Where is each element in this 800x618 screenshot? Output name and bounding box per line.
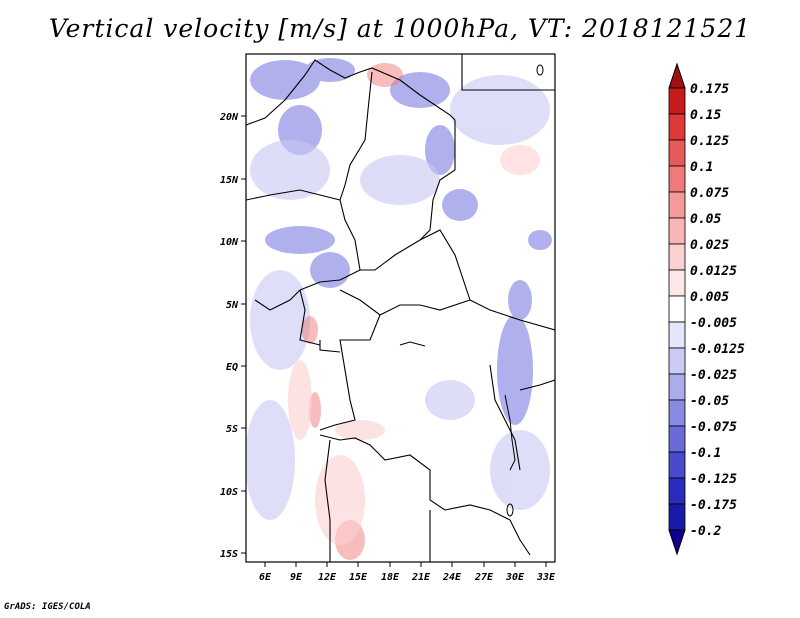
- lat-label: 5S: [226, 424, 238, 435]
- lon-label: 33E: [536, 572, 556, 583]
- map-frame: [245, 53, 556, 563]
- colorbar-swatch: [668, 477, 686, 505]
- colorbar-swatch: [668, 139, 686, 167]
- lon-label: 9E: [290, 572, 303, 583]
- lat-label: 10S: [220, 487, 238, 498]
- velocity-field: [246, 58, 552, 560]
- colorbar-label: -0.005: [690, 316, 737, 331]
- colorbar-swatch: [668, 295, 686, 323]
- colorbar-label: -0.1: [690, 446, 721, 461]
- lon-label: 27E: [474, 572, 494, 583]
- colorbar-swatch: [668, 269, 686, 297]
- colorbar-swatch: [668, 503, 686, 531]
- colorbar-label: 0.125: [690, 134, 729, 149]
- colorbar: 0.175 0.15 0.125 0.1 0.075 0.05 0.025 0.0125 0.0…: [668, 62, 745, 556]
- colorbar-label: -0.125: [690, 472, 737, 487]
- colorbar-top-arrow: [668, 62, 686, 89]
- lake-outlines: [399, 64, 544, 517]
- lon-label: 6E: [259, 572, 272, 583]
- colorbar-swatch: [668, 217, 686, 245]
- lon-label: 12E: [318, 572, 337, 583]
- colorbar-swatch: [668, 373, 686, 401]
- longitude-labels: 6E 9E 12E 15E 18E 21E 24E 27E 30E 33E: [259, 572, 556, 583]
- colorbar-label: 0.0125: [690, 264, 737, 279]
- colorbar-label: 0.1: [690, 160, 713, 175]
- lon-label: 15E: [349, 572, 368, 583]
- colorbar-swatch: [668, 87, 686, 115]
- colorbar-label: 0.175: [690, 82, 729, 97]
- colorbar-label: 0.005: [690, 290, 729, 305]
- lat-label: 20N: [219, 112, 239, 123]
- colorbar-label: -0.175: [690, 498, 737, 513]
- lon-label: 18E: [381, 572, 400, 583]
- colorbar-label: -0.2: [690, 524, 721, 539]
- colorbar-label: -0.025: [690, 368, 737, 383]
- colorbar-swatch: [668, 321, 686, 349]
- colorbar-swatch: [668, 165, 686, 193]
- colorbar-label: 0.15: [690, 108, 721, 123]
- colorbar-bottom-arrow: [668, 529, 686, 556]
- lat-label: 5N: [226, 300, 239, 311]
- country-borders: [246, 54, 555, 562]
- lat-label: 15S: [220, 549, 238, 560]
- lat-label: 10N: [220, 237, 239, 248]
- colorbar-swatch: [668, 451, 686, 479]
- colorbar-swatch: [668, 399, 686, 427]
- weak-positive-areas: [288, 145, 540, 545]
- colorbar-label: -0.0125: [690, 342, 745, 357]
- colorbar-label: 0.025: [690, 238, 729, 253]
- chart-title: Vertical velocity [m/s] at 1000hPa, VT: …: [48, 14, 752, 43]
- axis-ticks: [241, 115, 547, 567]
- colorbar-swatch: [668, 191, 686, 219]
- lon-label: 30E: [505, 572, 525, 583]
- footer-credit: GrADS: IGES/COLA: [4, 602, 91, 612]
- lat-label: EQ: [226, 362, 238, 373]
- lon-label: 21E: [411, 572, 431, 583]
- colorbar-swatch: [668, 425, 686, 453]
- colorbar-label: 0.05: [690, 212, 721, 227]
- lat-label: 15N: [220, 175, 239, 186]
- colorbar-swatch: [668, 113, 686, 141]
- colorbar-swatch: [668, 347, 686, 375]
- colorbar-label: -0.075: [690, 420, 737, 435]
- latitude-labels: 20N 15N 10N 5N EQ 5S 10S 15S: [219, 112, 239, 560]
- map-panel: [245, 53, 556, 563]
- lon-label: 24E: [442, 572, 462, 583]
- colorbar-swatch: [668, 243, 686, 271]
- negative-velocity-areas: [250, 58, 552, 425]
- colorbar-label: -0.05: [690, 394, 729, 409]
- colorbar-label: 0.075: [690, 186, 729, 201]
